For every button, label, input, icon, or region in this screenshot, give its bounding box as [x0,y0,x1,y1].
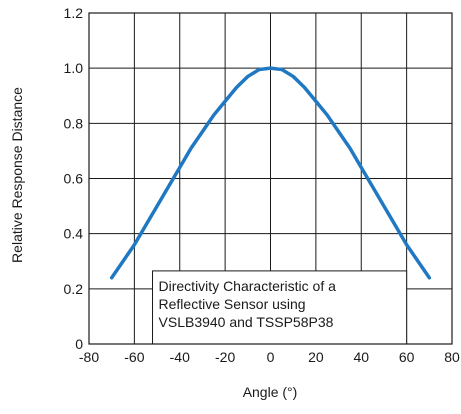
x-tick-label: -40 [170,349,190,365]
series-line [109,66,432,280]
x-tick-label: -60 [124,349,144,365]
x-axis-label: Angle (°) [243,384,298,400]
annotation-box [152,270,408,345]
y-tick-label: 0.4 [64,226,84,242]
y-tick-label: 0.8 [64,115,84,131]
x-tick-label: 0 [267,349,275,365]
y-tick-label: 0 [75,336,83,352]
annotation-line: VSLB3940 and TSSP58P38 [159,314,334,330]
x-tick-label: -80 [79,349,99,365]
x-tick-label: 40 [353,349,369,365]
tick-labels: -80 -60 -40 -20 0 20 40 60 80 0 0.2 0.4 0.6 0.8 1.0 1.2 [64,5,460,365]
plot-border [88,12,453,345]
y-tick-label: 0.6 [64,171,84,187]
x-tick-label: 60 [399,349,415,365]
annotation: Directivity Characteristic of a Reflectiv… [152,270,408,345]
x-tick-label: 80 [444,349,460,365]
y-tick-label: 1.0 [64,60,84,76]
plot-area [109,66,432,280]
y-tick-label: 1.2 [64,5,84,21]
annotation-line: Reflective Sensor using [159,296,306,312]
grid [89,13,452,344]
annotation-line: Directivity Characteristic of a [159,278,337,294]
x-tick-label: 20 [308,349,324,365]
x-tick-label: -20 [215,349,235,365]
y-tick-label: 0.2 [64,281,84,297]
y-axis-label: Relative Response Distance [9,87,25,263]
plot-frame [88,12,453,345]
